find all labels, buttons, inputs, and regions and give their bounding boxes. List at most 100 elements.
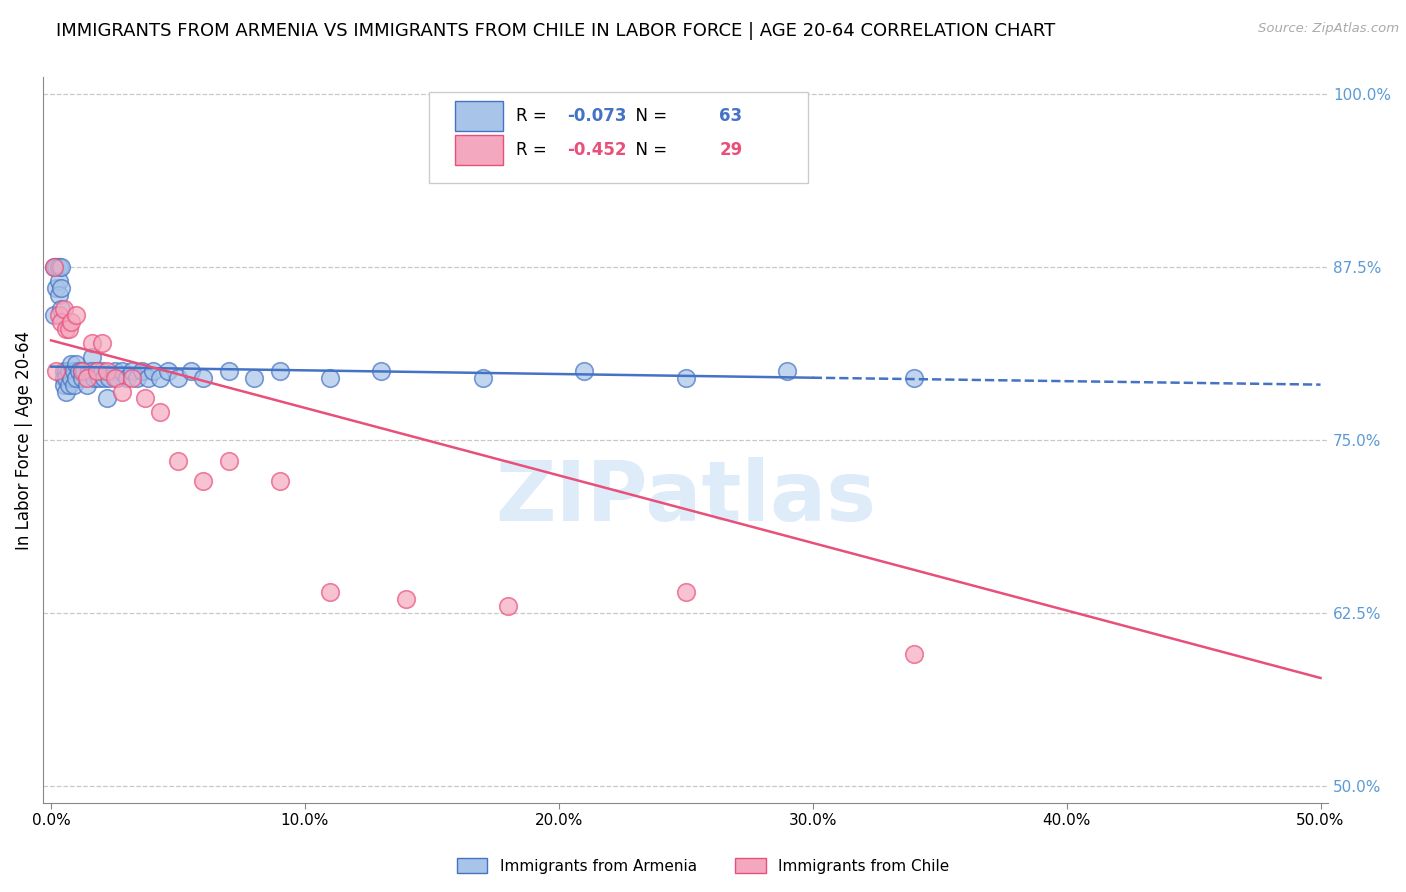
Point xyxy=(90,364,112,378)
Point xyxy=(127,370,149,384)
Point xyxy=(111,384,134,399)
Point xyxy=(42,260,65,274)
Point xyxy=(319,585,342,599)
Legend: Immigrants from Armenia, Immigrants from Chile: Immigrants from Armenia, Immigrants from… xyxy=(451,852,955,880)
Point xyxy=(471,370,494,384)
Point xyxy=(51,281,73,295)
Point xyxy=(675,370,697,384)
Point xyxy=(58,364,80,378)
Text: Source: ZipAtlas.com: Source: ZipAtlas.com xyxy=(1258,22,1399,36)
Point xyxy=(193,475,215,489)
Point xyxy=(149,405,172,419)
Point xyxy=(496,599,519,613)
Point xyxy=(96,392,118,406)
Point xyxy=(142,364,165,378)
Point xyxy=(52,301,75,316)
Point xyxy=(70,364,93,378)
Point xyxy=(105,370,128,384)
Point xyxy=(149,370,172,384)
Point xyxy=(58,322,80,336)
Point xyxy=(370,364,392,378)
Point xyxy=(51,301,73,316)
Point xyxy=(42,309,65,323)
Point xyxy=(67,364,90,378)
Point xyxy=(89,370,111,384)
Point xyxy=(395,592,418,607)
Point xyxy=(45,364,67,378)
Point xyxy=(83,370,105,384)
Point xyxy=(134,392,156,406)
Point xyxy=(60,315,83,329)
Point xyxy=(52,364,75,378)
Point xyxy=(90,336,112,351)
Point xyxy=(51,315,73,329)
Point xyxy=(42,260,65,274)
Point xyxy=(80,364,103,378)
Point xyxy=(48,287,70,301)
Point xyxy=(63,364,86,378)
Text: IMMIGRANTS FROM ARMENIA VS IMMIGRANTS FROM CHILE IN LABOR FORCE | AGE 20-64 CORR: IMMIGRANTS FROM ARMENIA VS IMMIGRANTS FR… xyxy=(56,22,1056,40)
Point xyxy=(193,370,215,384)
Point xyxy=(76,377,98,392)
Point xyxy=(167,454,190,468)
Point xyxy=(65,309,87,323)
Point xyxy=(58,377,80,392)
Point xyxy=(218,454,240,468)
Point xyxy=(55,370,77,384)
Point xyxy=(48,309,70,323)
Point xyxy=(65,357,87,371)
Point xyxy=(243,370,266,384)
Point xyxy=(60,357,83,371)
FancyBboxPatch shape xyxy=(454,101,503,131)
Point xyxy=(103,370,125,384)
Text: ZIPatlas: ZIPatlas xyxy=(495,458,876,539)
Text: R =: R = xyxy=(516,141,553,159)
Point xyxy=(136,370,159,384)
Point xyxy=(269,475,291,489)
Point xyxy=(55,384,77,399)
Text: N =: N = xyxy=(626,107,672,125)
Point xyxy=(319,370,342,384)
Point xyxy=(60,370,83,384)
Point xyxy=(55,364,77,378)
Point xyxy=(96,364,118,378)
Point xyxy=(52,377,75,392)
Point xyxy=(63,377,86,392)
Point xyxy=(73,364,96,378)
Point xyxy=(51,260,73,274)
Text: 29: 29 xyxy=(720,141,742,159)
Point xyxy=(156,364,179,378)
Point xyxy=(48,260,70,274)
Point xyxy=(70,370,93,384)
Point xyxy=(121,364,143,378)
Point xyxy=(131,364,153,378)
Point xyxy=(574,364,596,378)
Point xyxy=(98,370,121,384)
Point xyxy=(103,364,125,378)
Point xyxy=(45,281,67,295)
Point xyxy=(903,648,925,662)
Point xyxy=(111,364,134,378)
Point xyxy=(269,364,291,378)
Text: -0.073: -0.073 xyxy=(568,107,627,125)
Point xyxy=(48,274,70,288)
Point xyxy=(77,364,100,378)
Point xyxy=(52,370,75,384)
Text: N =: N = xyxy=(626,141,672,159)
Y-axis label: In Labor Force | Age 20-64: In Labor Force | Age 20-64 xyxy=(15,330,32,549)
Point xyxy=(80,350,103,364)
Text: -0.452: -0.452 xyxy=(568,141,627,159)
Point xyxy=(218,364,240,378)
Point xyxy=(167,370,190,384)
FancyBboxPatch shape xyxy=(429,92,808,183)
Text: R =: R = xyxy=(516,107,553,125)
Point xyxy=(86,364,108,378)
Point xyxy=(80,336,103,351)
Point xyxy=(121,370,143,384)
Point xyxy=(65,370,87,384)
Point xyxy=(76,370,98,384)
FancyBboxPatch shape xyxy=(454,135,503,165)
Point xyxy=(93,370,115,384)
Point xyxy=(180,364,202,378)
Point xyxy=(55,322,77,336)
